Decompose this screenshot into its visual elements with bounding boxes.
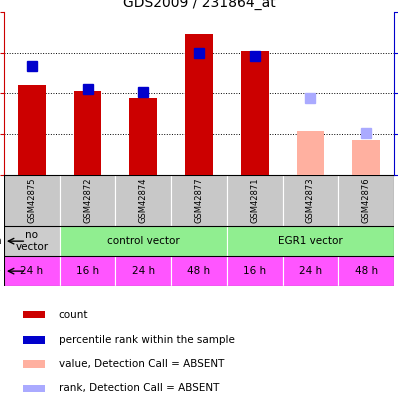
Bar [4,175,60,226]
Bar [23,385,45,392]
Bar [60,256,115,286]
Text: control vector: control vector [107,236,179,246]
Text: 48 h: 48 h [187,266,211,276]
Bar [23,360,45,368]
Text: GSM42877: GSM42877 [195,178,203,223]
Bar [352,140,380,175]
Text: 24 h: 24 h [20,266,43,276]
Text: GSM42875: GSM42875 [27,178,36,223]
Text: GSM42872: GSM42872 [83,178,92,223]
Text: EGR1 vector: EGR1 vector [278,236,343,246]
Bar [60,226,227,256]
Text: infection: infection [0,236,1,246]
Bar [23,311,45,318]
Text: 24 h: 24 h [299,266,322,276]
Bar [241,51,269,175]
Bar [297,131,324,175]
Bar [4,256,60,286]
Text: 16 h: 16 h [243,266,266,276]
Text: 24 h: 24 h [132,266,155,276]
Bar [227,175,283,226]
Title: GDS2009 / 231864_at: GDS2009 / 231864_at [123,0,275,10]
Text: time: time [0,266,1,276]
Text: no
vector: no vector [15,230,49,252]
Bar [227,256,283,286]
Bar [23,336,45,343]
Bar [227,226,394,256]
Bar [60,175,115,226]
Text: GSM42874: GSM42874 [139,178,148,223]
Text: percentile rank within the sample: percentile rank within the sample [59,335,234,345]
Bar [338,175,394,226]
Bar [115,175,171,226]
Bar [338,256,394,286]
Bar [74,91,101,175]
Bar [171,256,227,286]
Text: 48 h: 48 h [355,266,378,276]
Text: count: count [59,309,88,320]
Text: GSM42876: GSM42876 [362,178,371,223]
Bar [171,175,227,226]
Text: GSM42871: GSM42871 [250,178,259,223]
Text: value, Detection Call = ABSENT: value, Detection Call = ABSENT [59,359,224,369]
Bar [115,256,171,286]
Bar [283,256,338,286]
Text: rank, Detection Call = ABSENT: rank, Detection Call = ABSENT [59,383,219,393]
Bar [283,175,338,226]
Bar [185,34,213,175]
Bar [129,98,157,175]
Bar [4,226,60,256]
Text: GSM42873: GSM42873 [306,178,315,223]
Bar [18,85,46,175]
Text: 16 h: 16 h [76,266,99,276]
